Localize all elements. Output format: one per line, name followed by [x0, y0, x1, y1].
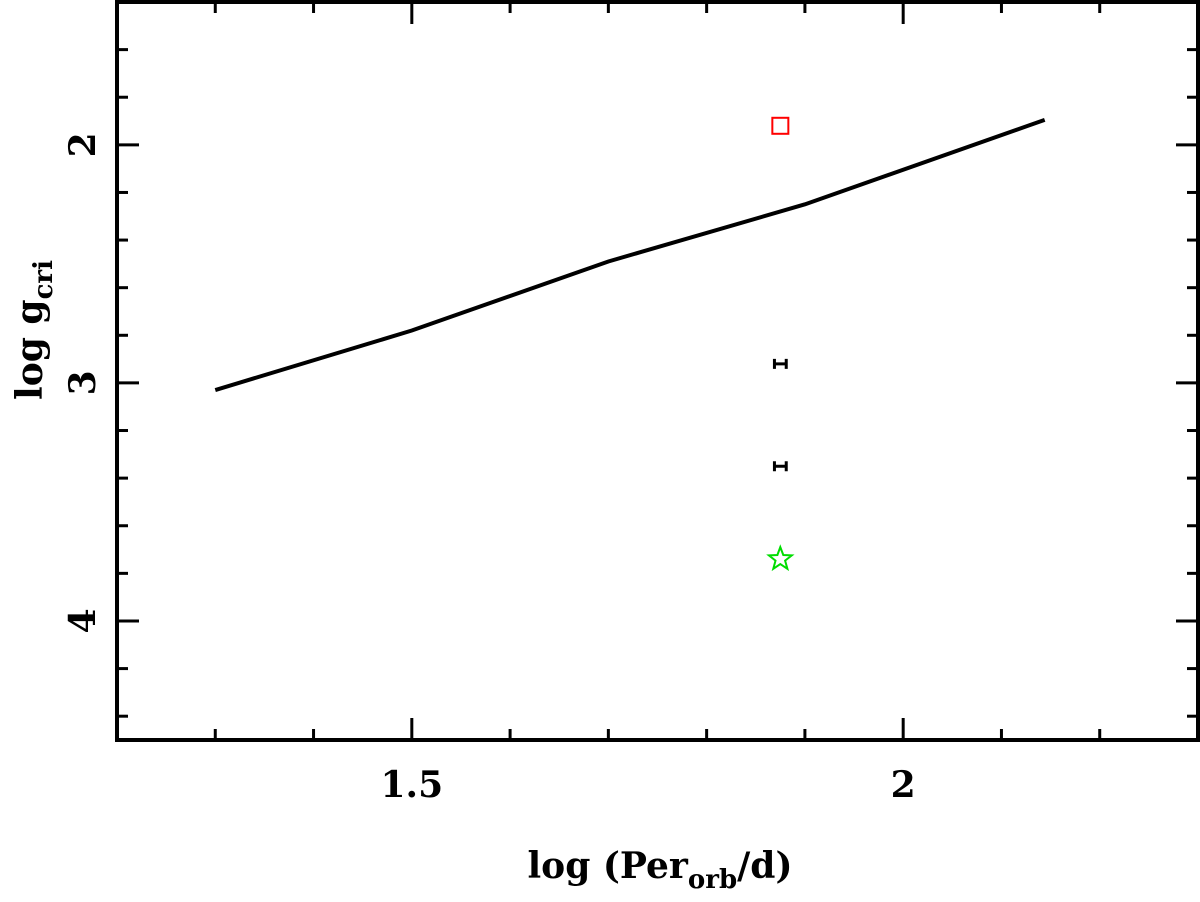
point: [766, 544, 795, 572]
plot-frame: [115, 0, 1200, 742]
x-axis-label: log (Perorb/d): [528, 845, 793, 895]
x-tick-label: 1.5: [380, 764, 443, 806]
y-tick-label: 3: [62, 370, 104, 395]
x-tick-label: 2: [891, 764, 916, 806]
curve: [214, 117, 1046, 392]
y-axis-label: log gcri: [9, 260, 59, 400]
y-tick-label: 4: [62, 608, 104, 633]
y-tick-label: 2: [62, 132, 104, 157]
error-bar: [772, 461, 788, 472]
error-bar: [772, 358, 788, 369]
point: [771, 116, 790, 135]
